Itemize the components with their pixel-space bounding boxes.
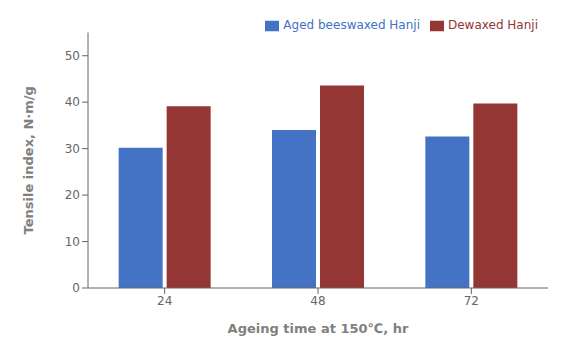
svg-text:40: 40 [65,95,80,109]
svg-text:24: 24 [157,294,172,308]
svg-text:Tensile index, N·m/g: Tensile index, N·m/g [21,86,36,234]
html-text:Aged beeswaxed Hanji: Aged beeswaxed Hanji [283,18,420,32]
svg-text:48: 48 [310,294,325,308]
svg-text:72: 72 [464,294,479,308]
svg-text:Ageing time at 150℃, hr: Ageing time at 150℃, hr [228,321,409,336]
html-text:Dewaxed Hanji: Dewaxed Hanji [448,18,538,32]
svg-text:30: 30 [65,142,80,156]
svg-text:20: 20 [65,188,80,202]
svg-text:0: 0 [72,281,80,295]
svg-text:50: 50 [65,49,80,63]
svg-text:10: 10 [65,235,80,249]
